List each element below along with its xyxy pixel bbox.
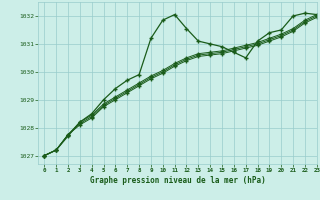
X-axis label: Graphe pression niveau de la mer (hPa): Graphe pression niveau de la mer (hPa) [90,176,266,185]
